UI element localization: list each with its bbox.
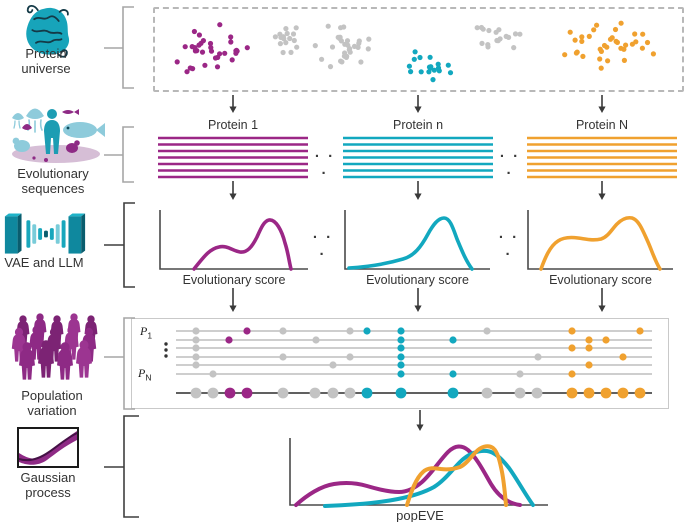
popeve-curves	[294, 444, 535, 508]
ellipsis-plots-1: · · ·	[312, 229, 334, 263]
gaussian-process-icon	[17, 427, 79, 468]
step-label-line: universe	[21, 61, 71, 76]
pN-base: P	[138, 366, 146, 380]
sequence-stacks	[158, 136, 677, 179]
step-label-evolutionary-sequences: Evolutionary sequences	[6, 166, 100, 196]
score-xlabel-1: Evolutionary score	[182, 273, 286, 287]
step-label-line: process	[25, 485, 71, 500]
ellipsis-stacks-2: · · ·	[499, 148, 521, 182]
population-row-label-p1: P1	[140, 324, 152, 340]
protein-universe-panel	[153, 7, 684, 92]
step-label-line: Protein	[25, 46, 67, 61]
population-variation-icon	[11, 313, 98, 380]
score-xlabel-2: Evolutionary score	[366, 273, 469, 287]
step-label-line: Gaussian	[20, 470, 76, 485]
stack-label-protein-n: Protein n	[392, 118, 444, 132]
protein-universe-icon	[26, 4, 70, 58]
p1-sub: 1	[147, 330, 153, 341]
step-label-gaussian-process: Gaussian process	[3, 470, 93, 500]
step-label-line: variation	[27, 403, 77, 418]
popeve-xlabel: popEVE	[396, 508, 444, 522]
score-xlabel-3: Evolutionary score	[549, 273, 652, 287]
stack-label-protein-N: Protein N	[575, 118, 629, 132]
step-label-line: Population	[21, 388, 83, 403]
step-label-line: VAE and LLM	[4, 255, 84, 270]
step-label-vae-llm: VAE and LLM	[0, 255, 89, 270]
ellipsis-stacks-1: · · ·	[314, 148, 336, 182]
popeve-axis	[289, 438, 548, 506]
step-label-line: Evolutionary	[17, 166, 89, 181]
pN-sub: N	[145, 372, 152, 383]
population-row-label-pN: PN	[138, 366, 151, 382]
step-label-population-variation: Population variation	[7, 388, 97, 418]
crowd-silhouettes	[11, 313, 98, 380]
p1-base: P	[140, 324, 148, 338]
stack-label-protein-1: Protein 1	[207, 118, 259, 132]
step-brackets	[104, 6, 139, 518]
evolutionary-score-axes	[159, 210, 673, 270]
step-label-protein-universe: Protein universe	[0, 46, 92, 76]
evolutionary-score-curves	[192, 215, 662, 271]
ellipsis-plots-2: · · ·	[498, 229, 520, 263]
evolutionary-sequences-icon	[12, 108, 105, 163]
population-variation-panel	[131, 318, 669, 409]
vae-llm-icon	[4, 213, 86, 254]
step-label-line: sequences	[21, 181, 85, 196]
